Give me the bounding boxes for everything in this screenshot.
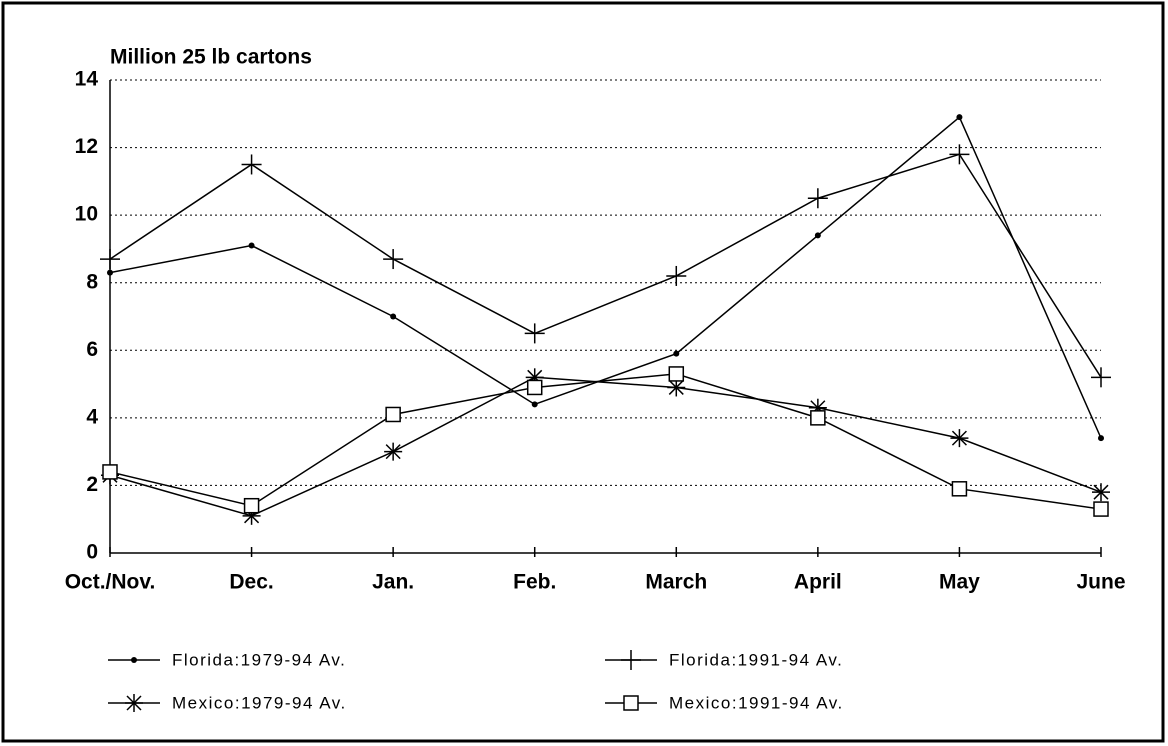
- marker: [673, 350, 680, 357]
- marker: [1092, 483, 1110, 502]
- series-line: [109, 153, 1102, 378]
- marker-square: [385, 406, 401, 423]
- x-tick-label: April: [794, 571, 842, 594]
- x-tick-label: May: [939, 571, 980, 594]
- marker-square: [951, 481, 968, 497]
- marker: [1093, 501, 1109, 517]
- marker: [1091, 367, 1111, 388]
- marker: [810, 410, 826, 426]
- marker: [385, 406, 401, 423]
- marker-dot: [814, 232, 821, 239]
- marker: [384, 442, 403, 461]
- marker-dot: [956, 114, 963, 121]
- marker-dot: [673, 350, 680, 357]
- marker: [623, 695, 639, 711]
- marker-square: [668, 366, 685, 382]
- legend-item: Mexico:1991-94 Av.: [605, 693, 844, 712]
- x-tick-label: Oct./Nov.: [65, 571, 156, 594]
- marker-dot: [1098, 435, 1104, 442]
- marker-stroke: [385, 444, 401, 460]
- series-line: [109, 115, 1102, 439]
- marker: [243, 497, 260, 514]
- legend-label: Florida:1979-94 Av.: [172, 650, 346, 669]
- x-tick-label: Feb.: [513, 571, 556, 594]
- legend-label: Mexico:1979-94 Av.: [172, 693, 347, 712]
- marker: [241, 154, 262, 175]
- marker: [390, 313, 397, 320]
- marker: [668, 366, 685, 382]
- marker-square: [526, 379, 543, 396]
- marker: [125, 694, 143, 712]
- x-tick-label: Jan.: [372, 571, 414, 594]
- marker-stroke: [126, 695, 142, 711]
- marker-stroke: [951, 430, 967, 446]
- marker: [956, 114, 963, 121]
- x-tick-label: March: [645, 571, 707, 594]
- marker-square: [623, 695, 639, 711]
- y-tick-label: 0: [86, 541, 98, 564]
- marker: [383, 249, 404, 270]
- y-tick-label: 6: [86, 338, 98, 361]
- marker-dot: [390, 313, 397, 320]
- x-tick-label: Dec.: [229, 571, 273, 594]
- series-line: [109, 376, 1102, 517]
- legend-label: Florida:1991-94 Av.: [669, 650, 843, 669]
- marker: [100, 249, 120, 270]
- marker: [248, 242, 255, 249]
- marker: [666, 265, 687, 286]
- marker: [107, 269, 113, 276]
- marker-dot: [131, 657, 137, 663]
- series-line: [109, 373, 1102, 510]
- y-tick-label: 4: [86, 405, 98, 428]
- marker: [807, 188, 828, 209]
- marker: [951, 481, 968, 497]
- marker-dot: [248, 242, 255, 249]
- legend-item: Florida:1979-94 Av.: [108, 650, 346, 669]
- y-tick-label: 14: [75, 68, 99, 91]
- marker: [131, 657, 137, 663]
- marker-square: [102, 464, 118, 480]
- y-tick-label: 10: [75, 203, 98, 226]
- marker: [1098, 435, 1104, 442]
- marker-stroke: [1093, 484, 1109, 500]
- y-tick-label: 8: [86, 270, 98, 293]
- legend-item: Florida:1991-94 Av.: [605, 650, 843, 670]
- marker: [950, 429, 969, 448]
- y-tick-label: 2: [86, 473, 98, 496]
- y-axis-title: Million 25 lb cartons: [110, 46, 312, 69]
- x-tick-label: June: [1076, 571, 1125, 594]
- y-tick-label: 12: [75, 135, 98, 158]
- marker-stroke: [668, 379, 684, 395]
- marker: [621, 650, 641, 670]
- marker-dot: [107, 269, 113, 276]
- legend-label: Mexico:1991-94 Av.: [669, 693, 844, 712]
- marker: [526, 379, 543, 396]
- marker-dot: [531, 401, 538, 408]
- marker: [531, 401, 538, 408]
- marker: [814, 232, 821, 239]
- marker-square: [810, 410, 826, 426]
- marker-square: [1093, 501, 1109, 517]
- marker: [102, 464, 118, 480]
- marker: [524, 323, 545, 344]
- marker-square: [243, 497, 260, 514]
- marker: [949, 144, 970, 165]
- legend-item: Mexico:1979-94 Av.: [108, 693, 347, 712]
